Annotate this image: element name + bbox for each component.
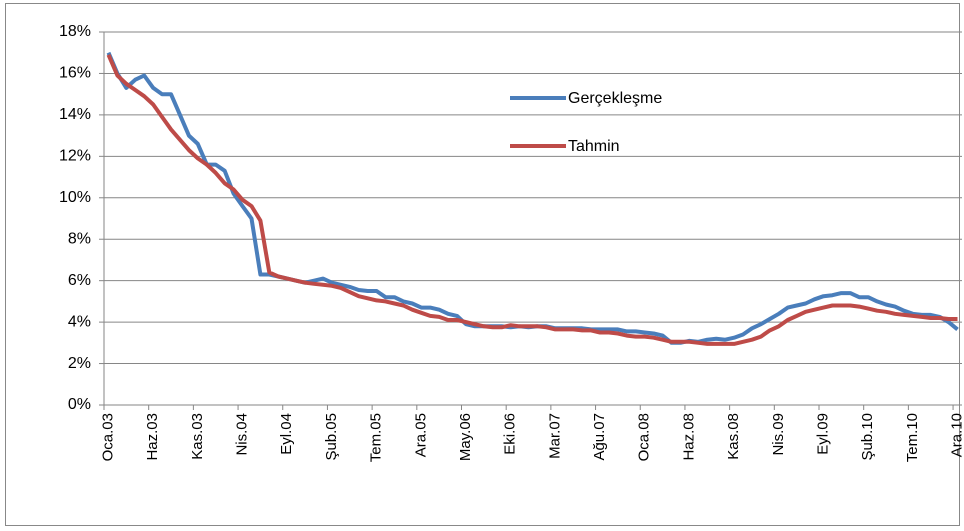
legend-label: Gerçekleşme	[568, 90, 662, 107]
x-tick-label: Nis.04	[234, 413, 251, 456]
x-tick-label: Eyl.04	[278, 413, 295, 455]
x-tick-label: Tem.10	[904, 413, 921, 462]
x-tick-label: Kas.08	[725, 413, 742, 460]
legend-label: Tahmin	[568, 138, 620, 155]
y-tick-label: 10%	[59, 189, 91, 206]
x-tick-label: Kas.03	[189, 413, 206, 460]
chart-border	[5, 3, 960, 526]
y-tick-label: 8%	[68, 230, 91, 247]
y-tick-label: 0%	[68, 396, 91, 413]
x-tick-label: Oca.08	[636, 413, 653, 461]
x-tick-label: Nis.09	[770, 413, 787, 456]
x-tick-label: Şub.05	[323, 413, 340, 461]
x-tick-label: Eki.06	[502, 413, 519, 455]
y-tick-label: 14%	[59, 106, 91, 123]
x-tick-label: Ağu.07	[591, 413, 608, 461]
y-tick-label: 16%	[59, 65, 91, 82]
x-tick-label: Ara.10	[949, 413, 964, 457]
x-tick-label: May.06	[457, 413, 474, 461]
x-tick-label: Tem.05	[368, 413, 385, 462]
x-tick-label: Haz.08	[680, 413, 697, 461]
y-tick-label: 2%	[68, 355, 91, 372]
x-tick-label: Mar.07	[546, 413, 563, 459]
y-tick-label: 12%	[59, 148, 91, 165]
series-line	[106, 54, 958, 346]
x-tick-label: Haz.03	[144, 413, 161, 461]
x-tick-label: Şub.10	[859, 413, 876, 461]
y-tick-label: 18%	[59, 23, 91, 40]
x-tick-label: Oca.03	[99, 413, 116, 461]
y-tick-label: 4%	[68, 313, 91, 330]
x-tick-label: Eyl.09	[814, 413, 831, 455]
x-tick-label: Ara.05	[412, 413, 429, 457]
y-tick-label: 6%	[68, 272, 91, 289]
